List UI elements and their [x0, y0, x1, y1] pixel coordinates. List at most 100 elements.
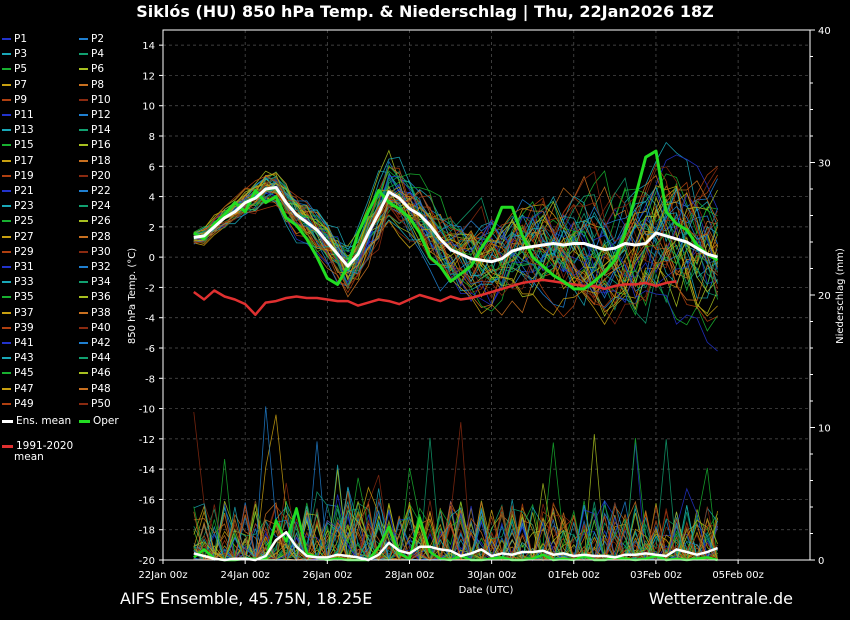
legend-item: P43	[2, 351, 34, 366]
legend-swatch	[2, 235, 11, 238]
legend-label: P47	[14, 382, 34, 395]
legend-swatch	[2, 159, 11, 162]
legend-swatch	[2, 53, 11, 56]
legend-swatch	[2, 342, 11, 344]
legend-label: P3	[14, 48, 28, 61]
legend-swatch	[79, 159, 88, 162]
legend-swatch	[79, 342, 88, 344]
legend-item: P19	[2, 169, 34, 184]
legend-swatch	[2, 419, 13, 423]
legend-swatch	[79, 357, 88, 360]
legend-swatch	[2, 220, 11, 223]
legend-swatch	[79, 326, 88, 329]
legend-item: P24	[79, 199, 111, 214]
legend-swatch	[2, 372, 11, 375]
ens-mean-temp-line	[193, 186, 719, 268]
legend-label: P9	[14, 93, 28, 106]
legend-swatch	[79, 38, 88, 40]
plot-frame	[162, 29, 811, 561]
member-temp-line	[193, 165, 718, 290]
legend-label: P1	[14, 33, 28, 45]
legend-swatch	[79, 372, 88, 375]
x-tick-label: 22Jan 00z	[138, 570, 187, 581]
legend-label: P30	[91, 245, 111, 258]
y2-tick-label: 40	[818, 26, 831, 37]
member-temp-line	[193, 166, 718, 297]
legend-item: P22	[79, 184, 111, 199]
legend-swatch	[79, 311, 88, 314]
legend-swatch	[79, 98, 88, 101]
legend-label: P26	[91, 215, 111, 228]
legend-swatch	[79, 190, 88, 192]
legend-swatch	[2, 281, 11, 284]
legend-label: P8	[91, 78, 105, 91]
legend-label: Oper	[93, 415, 119, 427]
axes: 14121086420-2-4-6-8-10-12-14-16-18-2022J…	[138, 26, 830, 581]
legend-swatch	[2, 357, 11, 360]
legend-swatch	[79, 250, 88, 253]
legend-label: P27	[14, 230, 34, 243]
y-tick-label: -6	[145, 344, 155, 355]
legend-item: P1	[2, 32, 27, 47]
legend-swatch	[79, 144, 88, 147]
legend-item: P4	[79, 47, 104, 62]
member-temp-line	[193, 163, 718, 287]
y-tick-label: -12	[139, 435, 155, 446]
legend-item: P33	[2, 275, 34, 290]
legend-label: P36	[91, 291, 111, 304]
x-tick-label: 24Jan 00z	[221, 570, 270, 581]
legend-swatch	[79, 402, 88, 405]
legend-swatch	[2, 114, 11, 116]
x-tick-label: 03Feb 00z	[630, 570, 682, 581]
x-axis-label: Date (UTC)	[459, 585, 514, 596]
legend-label: P5	[14, 63, 28, 76]
site-name: Wetterzentrale.de	[648, 589, 793, 608]
legend-label: P50	[91, 397, 111, 410]
legend-item: P28	[79, 230, 111, 245]
legend-item: P46	[79, 366, 111, 381]
legend-item: Ens. mean	[2, 414, 71, 429]
main-series-lines	[193, 149, 719, 562]
y-tick-label: -14	[139, 465, 155, 476]
legend-item: P9	[2, 93, 27, 108]
legend-label: P38	[91, 306, 111, 319]
legend-label: P10	[91, 93, 111, 106]
legend-swatch	[79, 129, 88, 132]
legend-swatch	[79, 220, 88, 223]
legend-swatch	[2, 250, 11, 253]
legend-label: P32	[91, 261, 111, 273]
legend-swatch	[2, 98, 11, 101]
legend-item: P11	[2, 108, 34, 123]
legend-swatch	[79, 174, 88, 177]
legend-item: P34	[79, 275, 111, 290]
legend-label: P12	[91, 109, 111, 121]
legend-label: P46	[91, 367, 111, 380]
legend-swatch	[2, 387, 11, 390]
legend-label: P22	[91, 185, 111, 197]
legend-item: P23	[2, 199, 34, 214]
legend-swatch	[79, 387, 88, 390]
legend-item: P35	[2, 290, 34, 305]
legend-item: P40	[79, 321, 111, 336]
legend-item: P50	[79, 397, 111, 412]
legend-item: P6	[79, 62, 104, 77]
legend-item: P25	[2, 214, 34, 229]
legend-item: P7	[2, 78, 27, 93]
grid-lines	[162, 30, 810, 561]
legend-swatch	[2, 174, 11, 177]
legend-swatch	[2, 129, 11, 132]
legend-label: P48	[91, 382, 111, 395]
legend-label: P16	[91, 139, 111, 152]
legend-label: P7	[14, 78, 28, 91]
legend-swatch	[79, 53, 88, 56]
legend-item: P37	[2, 306, 34, 321]
legend-item: P18	[79, 154, 111, 169]
y2-tick-label: 20	[818, 291, 831, 302]
legend-item: Oper	[79, 414, 119, 429]
legend-label: mean	[14, 451, 44, 463]
legend-label: P17	[14, 154, 34, 167]
legend-item: 1991-2020	[2, 439, 73, 454]
y-tick-label: -16	[139, 495, 155, 506]
legend-label: P24	[91, 200, 111, 213]
legend-label: P44	[91, 352, 111, 365]
